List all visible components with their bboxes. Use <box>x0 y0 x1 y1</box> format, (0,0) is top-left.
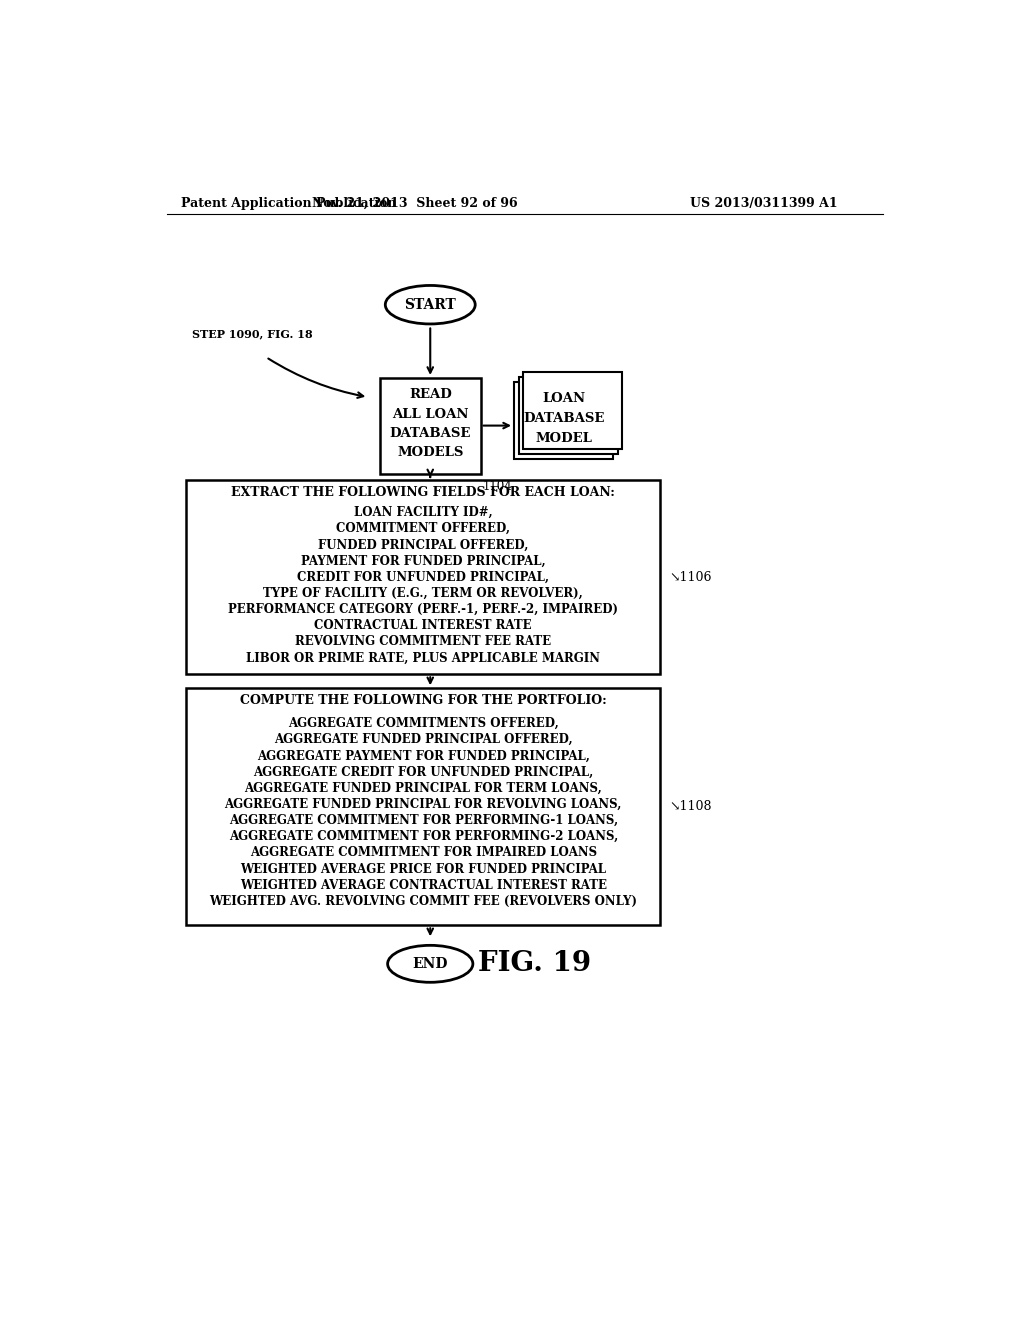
Text: FIG. 19: FIG. 19 <box>478 950 592 977</box>
Text: DATABASE: DATABASE <box>523 412 604 425</box>
Text: DATABASE: DATABASE <box>389 426 471 440</box>
Text: WEIGHTED AVERAGE PRICE FOR FUNDED PRINCIPAL: WEIGHTED AVERAGE PRICE FOR FUNDED PRINCI… <box>241 862 606 875</box>
Text: CREDIT FOR UNFUNDED PRINCIPAL,: CREDIT FOR UNFUNDED PRINCIPAL, <box>297 570 549 583</box>
Text: PAYMENT FOR FUNDED PRINCIPAL,: PAYMENT FOR FUNDED PRINCIPAL, <box>301 554 546 568</box>
Text: AGGREGATE FUNDED PRINCIPAL OFFERED,: AGGREGATE FUNDED PRINCIPAL OFFERED, <box>274 733 572 746</box>
Text: WEIGHTED AVG. REVOLVING COMMIT FEE (REVOLVERS ONLY): WEIGHTED AVG. REVOLVING COMMIT FEE (REVO… <box>209 895 637 908</box>
Text: AGGREGATE PAYMENT FOR FUNDED PRINCIPAL,: AGGREGATE PAYMENT FOR FUNDED PRINCIPAL, <box>257 750 590 763</box>
Text: TYPE OF FACILITY (E.G., TERM OR REVOLVER),: TYPE OF FACILITY (E.G., TERM OR REVOLVER… <box>263 587 583 601</box>
Text: STEP 1090, FIG. 18: STEP 1090, FIG. 18 <box>191 329 312 339</box>
Text: CONTRACTUAL INTEREST RATE: CONTRACTUAL INTEREST RATE <box>314 619 532 632</box>
Text: EXTRACT THE FOLLOWING FIELDS FOR EACH LOAN:: EXTRACT THE FOLLOWING FIELDS FOR EACH LO… <box>231 486 615 499</box>
Text: REVOLVING COMMITMENT FEE RATE: REVOLVING COMMITMENT FEE RATE <box>295 635 551 648</box>
Text: MODEL: MODEL <box>536 432 592 445</box>
Text: MODELS: MODELS <box>397 446 464 459</box>
Bar <box>380 378 480 474</box>
Bar <box>523 372 623 449</box>
Text: AGGREGATE CREDIT FOR UNFUNDED PRINCIPAL,: AGGREGATE CREDIT FOR UNFUNDED PRINCIPAL, <box>253 766 593 779</box>
Text: START: START <box>404 298 456 312</box>
Bar <box>514 381 613 459</box>
Text: 1104: 1104 <box>482 480 512 494</box>
Text: AGGREGATE COMMITMENTS OFFERED,: AGGREGATE COMMITMENTS OFFERED, <box>288 717 559 730</box>
Text: US 2013/0311399 A1: US 2013/0311399 A1 <box>690 197 838 210</box>
Text: LOAN: LOAN <box>542 392 585 405</box>
Text: AGGREGATE FUNDED PRINCIPAL FOR REVOLVING LOANS,: AGGREGATE FUNDED PRINCIPAL FOR REVOLVING… <box>224 797 622 810</box>
Text: AGGREGATE COMMITMENT FOR PERFORMING-1 LOANS,: AGGREGATE COMMITMENT FOR PERFORMING-1 LO… <box>228 814 617 828</box>
Text: END: END <box>413 957 449 970</box>
Text: FUNDED PRINCIPAL OFFERED,: FUNDED PRINCIPAL OFFERED, <box>318 539 528 552</box>
Text: Nov. 21, 2013  Sheet 92 of 96: Nov. 21, 2013 Sheet 92 of 96 <box>312 197 517 210</box>
Text: AGGREGATE COMMITMENT FOR IMPAIRED LOANS: AGGREGATE COMMITMENT FOR IMPAIRED LOANS <box>250 846 597 859</box>
Bar <box>186 480 660 675</box>
Text: ↘1106: ↘1106 <box>670 570 713 583</box>
Text: READ: READ <box>409 388 452 401</box>
Bar <box>186 688 660 925</box>
Text: WEIGHTED AVERAGE CONTRACTUAL INTEREST RATE: WEIGHTED AVERAGE CONTRACTUAL INTEREST RA… <box>240 879 607 892</box>
Bar <box>518 378 617 454</box>
Text: COMMITMENT OFFERED,: COMMITMENT OFFERED, <box>336 523 510 536</box>
Text: ↘1108: ↘1108 <box>670 800 713 813</box>
Ellipse shape <box>388 945 473 982</box>
Text: Patent Application Publication: Patent Application Publication <box>180 197 396 210</box>
Text: AGGREGATE COMMITMENT FOR PERFORMING-2 LOANS,: AGGREGATE COMMITMENT FOR PERFORMING-2 LO… <box>228 830 617 843</box>
Text: PERFORMANCE CATEGORY (PERF.-1, PERF.-2, IMPAIRED): PERFORMANCE CATEGORY (PERF.-1, PERF.-2, … <box>228 603 618 616</box>
Text: LOAN FACILITY ID#,: LOAN FACILITY ID#, <box>354 506 493 519</box>
Ellipse shape <box>385 285 475 323</box>
Text: LIBOR OR PRIME RATE, PLUS APPLICABLE MARGIN: LIBOR OR PRIME RATE, PLUS APPLICABLE MAR… <box>247 652 600 665</box>
Text: AGGREGATE FUNDED PRINCIPAL FOR TERM LOANS,: AGGREGATE FUNDED PRINCIPAL FOR TERM LOAN… <box>245 781 602 795</box>
Text: ALL LOAN: ALL LOAN <box>392 408 469 421</box>
Text: COMPUTE THE FOLLOWING FOR THE PORTFOLIO:: COMPUTE THE FOLLOWING FOR THE PORTFOLIO: <box>240 694 606 708</box>
